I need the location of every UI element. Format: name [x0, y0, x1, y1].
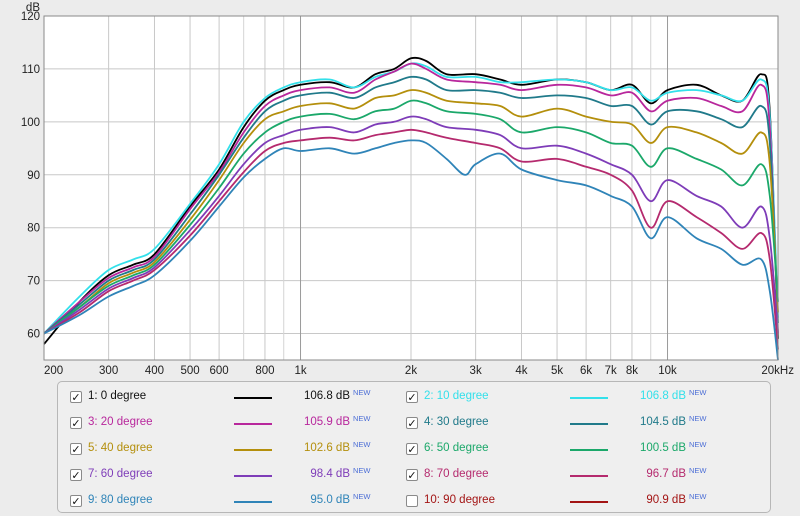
legend-item: ✓ 3: 20 degree 105.9 dB NEW [58, 410, 770, 436]
legend-item: ✓ 8: 70 degree 96.7 dB NEW [58, 462, 770, 488]
series-line [43, 56, 779, 345]
series-level: 102.6 dB [303, 442, 350, 454]
series-line [43, 139, 779, 361]
y-tick-label: 80 [27, 223, 40, 235]
series-checkbox[interactable]: ✓ [406, 391, 418, 404]
series-line [43, 128, 779, 350]
x-tick-label: 2k [405, 365, 417, 377]
series-name: 7: 60 degree [88, 468, 153, 480]
new-badge: NEW [689, 492, 707, 501]
legend-item: ✓ 1: 0 degree 106.8 dB NEW [58, 384, 770, 410]
series-name: 3: 20 degree [88, 416, 153, 428]
series-level: 100.5 dB [639, 442, 686, 454]
series-level: 96.7 dB [646, 468, 686, 480]
x-tick-label: 800 [255, 365, 274, 377]
series-line [43, 89, 779, 335]
x-tick-label: 5k [551, 365, 563, 377]
series-swatch [234, 501, 272, 503]
series-line [43, 99, 779, 335]
new-badge: NEW [689, 466, 707, 475]
legend-item: ✓ 5: 40 degree 102.6 dB NEW [58, 436, 770, 462]
series-swatch [234, 449, 272, 451]
y-axis-label: dB [26, 2, 40, 14]
new-badge: NEW [353, 388, 371, 397]
x-tick-label: 400 [145, 365, 164, 377]
series-checkbox[interactable]: ✓ [406, 417, 418, 430]
series-name: 4: 30 degree [424, 416, 489, 428]
series-line [43, 75, 779, 335]
legend-item: ✓ 7: 60 degree 98.4 dB NEW [58, 462, 770, 488]
new-badge: NEW [689, 440, 707, 449]
x-tick-label: 300 [99, 365, 118, 377]
series-name: 8: 70 degree [424, 468, 489, 480]
legend-item: ✓ 9: 80 degree 95.0 dB NEW [58, 488, 770, 514]
new-badge: NEW [689, 414, 707, 423]
series-group [43, 56, 779, 361]
series-swatch [234, 397, 272, 399]
series-checkbox[interactable]: ✓ [70, 443, 82, 456]
series-name: 1: 0 degree [88, 390, 147, 402]
series-checkbox[interactable]: ✓ [70, 391, 82, 404]
x-tick-label: 1k [294, 365, 306, 377]
series-level: 105.9 dB [303, 416, 350, 428]
legend-item: ✓ 4: 30 degree 104.5 dB NEW [58, 410, 770, 436]
plot-border [43, 15, 779, 361]
legend-item: 10: 90 degree 90.9 dB NEW [58, 488, 770, 514]
y-tick-label: 110 [22, 64, 40, 76]
x-tick-label: 200 [44, 365, 63, 377]
series-swatch [570, 449, 608, 451]
series-level: 106.8 dB [639, 390, 686, 402]
series-line [43, 62, 779, 335]
series-swatch [570, 501, 608, 503]
x-tick-label: 500 [180, 365, 199, 377]
series-checkbox[interactable]: ✓ [406, 469, 418, 482]
grid [43, 15, 779, 360]
series-level: 104.5 dB [639, 416, 686, 428]
series-level: 106.8 dB [303, 390, 350, 402]
series-checkbox[interactable]: ✓ [70, 469, 82, 482]
x-tick-label: 3k [470, 365, 482, 377]
y-tick-label: 70 [27, 276, 40, 288]
series-swatch [570, 397, 608, 399]
x-tick-label: 20kHz [761, 365, 794, 377]
y-tick-label: 60 [27, 329, 40, 341]
series-name: 2: 10 degree [424, 390, 489, 402]
x-tick-label: 4k [515, 365, 527, 377]
series-name: 6: 50 degree [424, 442, 489, 454]
new-badge: NEW [353, 466, 371, 475]
series-level: 90.9 dB [646, 494, 686, 506]
series-checkbox[interactable]: ✓ [70, 495, 82, 508]
series-swatch [570, 423, 608, 425]
legend-item: ✓ 6: 50 degree 100.5 dB NEW [58, 436, 770, 462]
series-line [43, 62, 779, 335]
series-level: 95.0 dB [310, 494, 350, 506]
x-tick-label: 8k [626, 365, 638, 377]
x-tick-label: 10k [658, 365, 677, 377]
series-swatch [234, 423, 272, 425]
new-badge: NEW [353, 492, 371, 501]
series-checkbox[interactable]: ✓ [406, 443, 418, 456]
series-swatch [570, 475, 608, 477]
x-tick-label: 7k [605, 365, 617, 377]
series-checkbox[interactable] [406, 495, 418, 507]
series-checkbox[interactable]: ✓ [70, 417, 82, 430]
y-tick-label: 90 [27, 170, 40, 182]
y-tick-label: 120 [21, 11, 40, 23]
new-badge: NEW [689, 388, 707, 397]
series-name: 10: 90 degree [424, 494, 495, 506]
series-line [43, 115, 779, 335]
x-tick-label: 600 [210, 365, 229, 377]
series-name: 9: 80 degree [88, 494, 153, 506]
series-swatch [234, 475, 272, 477]
new-badge: NEW [353, 440, 371, 449]
series-name: 5: 40 degree [88, 442, 153, 454]
x-tick-label: 6k [580, 365, 592, 377]
y-tick-label: 100 [21, 117, 40, 129]
legend-item: ✓ 2: 10 degree 106.8 dB NEW [58, 384, 770, 410]
series-level: 98.4 dB [310, 468, 350, 480]
new-badge: NEW [353, 414, 371, 423]
legend-panel: ✓ 1: 0 degree 106.8 dB NEW ✓ 2: 10 degree 106.… [57, 381, 771, 513]
